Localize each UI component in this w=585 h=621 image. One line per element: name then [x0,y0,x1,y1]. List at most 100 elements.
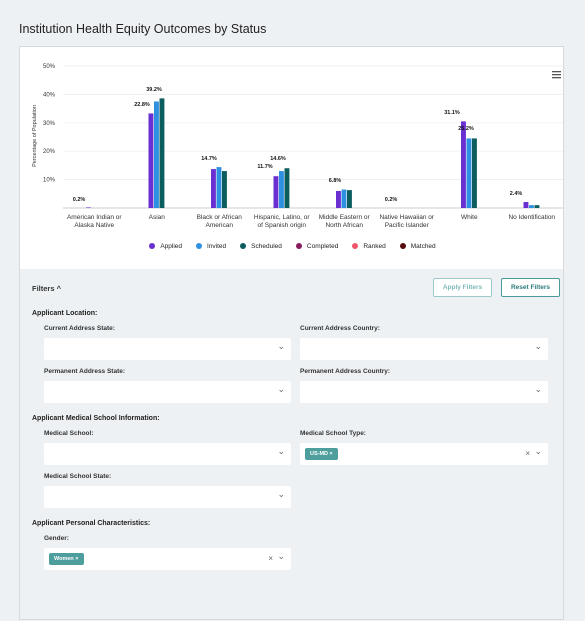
x-tick-label: Black or African American [196,214,242,229]
tag-remove[interactable]: × [328,451,333,457]
dropdown[interactable] [44,338,291,360]
bar [159,98,165,208]
bar [336,190,341,208]
data-label: 14.6% [270,156,286,162]
bar [461,121,466,208]
field-label: Medical School Type: [300,430,366,437]
legend-swatch [149,243,156,249]
bar [466,138,472,208]
legend-label: Applied [160,243,182,250]
dropdown[interactable] [300,381,548,403]
bar [216,167,222,208]
legend-label: Ranked [363,243,386,250]
field-label: Gender: [44,535,69,542]
tag-text: Women [54,556,74,562]
data-label: 14.7% [201,156,217,162]
bar [523,202,529,208]
legend-item[interactable]: Completed [295,243,339,250]
data-label: 31.1% [444,110,460,116]
chart: Percentage of Population 10% 20% 30% 40% 50% [32,64,563,209]
data-label: 2.4% [509,191,523,197]
tag-text: US-MD [310,451,329,457]
field-grid: Gender: Women × × [44,535,562,570]
filters-toggle[interactable]: Filters ^ [32,284,61,293]
reset-button[interactable]: Reset Filters [501,278,560,297]
legend-label: Scheduled [251,243,282,250]
legend-label: Completed [306,243,339,250]
menu-icon[interactable] [552,71,561,79]
dropdown[interactable] [44,381,291,403]
y-axis-label: Percentage of Population [32,105,38,167]
bar [534,205,540,208]
legend-label: Matched [410,243,436,250]
legend-item[interactable]: Ranked [352,243,386,250]
tag[interactable]: US-MD × [305,448,338,460]
x-tick-label: American Indian or Alaska Native [66,214,122,229]
filters-header: Filters ^ Apply Filters Reset Filters [32,278,562,298]
tag[interactable]: Women × [49,553,84,565]
clear-icon[interactable]: × [268,554,273,563]
field-grid: Current Address State: Current Address Co… [44,325,562,403]
field-label: Current Address Country: [300,325,380,332]
field: Permanent Address Country: [300,368,548,403]
dropdown[interactable]: US-MD × × [300,443,548,465]
data-label: 25.2% [458,126,474,132]
dropdown[interactable] [300,338,548,360]
filters: Filters ^ Apply Filters Reset Filters Ap… [32,278,562,570]
x-tick-label: Native Hawaiian or Pacific Islander [379,214,435,229]
bar [279,171,284,208]
y-tick-label: 30% [43,121,56,127]
x-tick-label: Middle Eastern or North African [318,214,370,229]
legend-swatch [240,243,247,249]
bar [86,207,91,208]
bar [273,176,279,208]
legend: Applied Invited Scheduled Completed Ranked Ma… [0,243,585,250]
legend-item[interactable]: Invited [196,243,226,250]
field: Permanent Address State: [44,368,291,403]
field-label: Medical School: [44,430,94,437]
data-label: 6.8% [328,178,342,184]
field-label: Medical School State: [44,473,112,480]
bar [148,113,154,208]
field-label: Permanent Address Country: [300,368,391,375]
bar [284,168,290,208]
bar [154,101,159,208]
bar [211,169,216,208]
bar [222,171,227,208]
dropdown[interactable] [44,486,291,508]
clear-icon[interactable]: × [525,449,530,458]
dropdown[interactable]: Women × × [44,548,291,570]
page-title: Institution Health Equity Outcomes by St… [19,22,267,36]
bar [347,190,352,208]
legend-item[interactable]: Matched [399,243,436,250]
apply-button[interactable]: Apply Filters [433,278,492,297]
data-label: 0.2% [384,197,398,203]
y-tick-label: 10% [43,178,56,184]
bar [341,189,347,208]
x-tick-label: No Identification [508,214,556,221]
legend-item[interactable]: Applied [149,243,182,250]
field-label: Current Address State: [44,325,115,332]
field: Gender: Women × × [44,535,291,570]
filter-sections: Applicant Location: Current Address State… [32,310,562,570]
bar [472,138,477,208]
section-title: Applicant Location: [32,310,98,317]
y-tick-label: 20% [43,149,56,155]
section-title: Applicant Personal Characteristics: [32,520,151,527]
field-grid: Medical School: Medical School Type: US-MD… [44,430,562,508]
tag-remove[interactable]: × [73,556,79,562]
legend-swatch [196,243,202,249]
field-label: Permanent Address State: [44,368,126,375]
field: Medical School Type: US-MD × × [300,430,548,465]
dropdown[interactable] [44,443,291,465]
field: Current Address Country: [300,325,548,360]
y-tick-label: 40% [43,92,56,98]
field: Current Address State: [44,325,291,360]
legend-swatch [295,243,302,249]
data-label: 11.7% [257,164,273,170]
legend-label: Invited [207,243,227,250]
data-label: 22.8% [134,102,150,108]
legend-item[interactable]: Scheduled [240,243,282,250]
field: Medical School State: [44,473,291,508]
